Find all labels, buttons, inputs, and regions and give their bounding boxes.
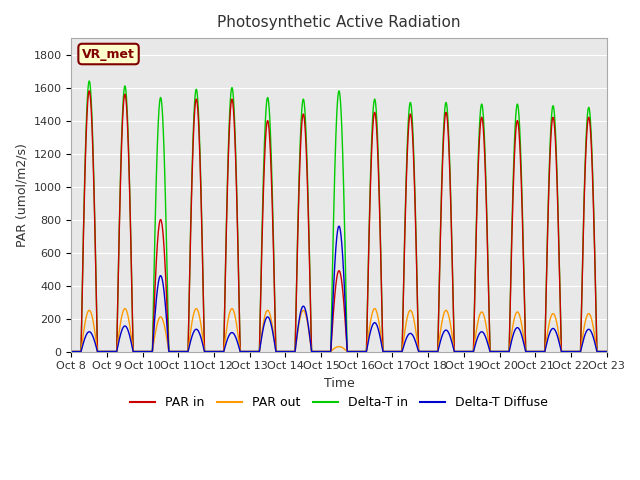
PAR out: [593, 344, 600, 349]
PAR out: [273, 348, 280, 354]
PAR out: [535, 348, 543, 354]
PAR in: [273, 348, 280, 354]
PAR in: [85, 88, 93, 94]
Delta-T Diffuse: [296, 313, 303, 319]
PAR out: [296, 315, 304, 321]
PAR in: [161, 250, 168, 255]
Delta-T Diffuse: [129, 345, 136, 351]
PAR out: [121, 306, 129, 312]
Delta-T in: [129, 323, 136, 328]
PAR in: [593, 317, 600, 323]
Text: VR_met: VR_met: [82, 48, 135, 60]
PAR out: [161, 323, 168, 328]
PAR out: [603, 348, 611, 354]
PAR in: [68, 348, 76, 354]
Delta-T in: [296, 145, 304, 151]
Delta-T Diffuse: [68, 348, 76, 354]
Line: PAR out: PAR out: [72, 309, 607, 351]
Delta-T in: [161, 158, 168, 164]
Line: Delta-T in: Delta-T in: [72, 81, 607, 351]
PAR in: [129, 324, 136, 329]
PAR out: [68, 348, 76, 354]
PAR in: [535, 348, 543, 354]
Line: PAR in: PAR in: [72, 91, 607, 351]
Delta-T in: [85, 78, 93, 84]
Delta-T in: [535, 348, 543, 354]
Delta-T in: [603, 348, 611, 354]
Delta-T Diffuse: [273, 348, 280, 354]
Delta-T Diffuse: [161, 290, 168, 296]
Legend: PAR in, PAR out, Delta-T in, Delta-T Diffuse: PAR in, PAR out, Delta-T in, Delta-T Dif…: [125, 391, 553, 414]
Line: Delta-T Diffuse: Delta-T Diffuse: [72, 226, 607, 351]
PAR in: [603, 348, 611, 354]
PAR out: [129, 345, 136, 350]
Delta-T Diffuse: [603, 348, 611, 354]
Delta-T Diffuse: [535, 348, 543, 354]
Y-axis label: PAR (umol/m2/s): PAR (umol/m2/s): [15, 143, 28, 247]
PAR in: [296, 157, 304, 163]
X-axis label: Time: Time: [324, 377, 355, 390]
Delta-T in: [593, 315, 600, 321]
Delta-T in: [68, 348, 76, 354]
Delta-T Diffuse: [593, 346, 600, 351]
Title: Photosynthetic Active Radiation: Photosynthetic Active Radiation: [217, 15, 461, 30]
Delta-T Diffuse: [335, 223, 343, 229]
Delta-T in: [273, 348, 280, 354]
